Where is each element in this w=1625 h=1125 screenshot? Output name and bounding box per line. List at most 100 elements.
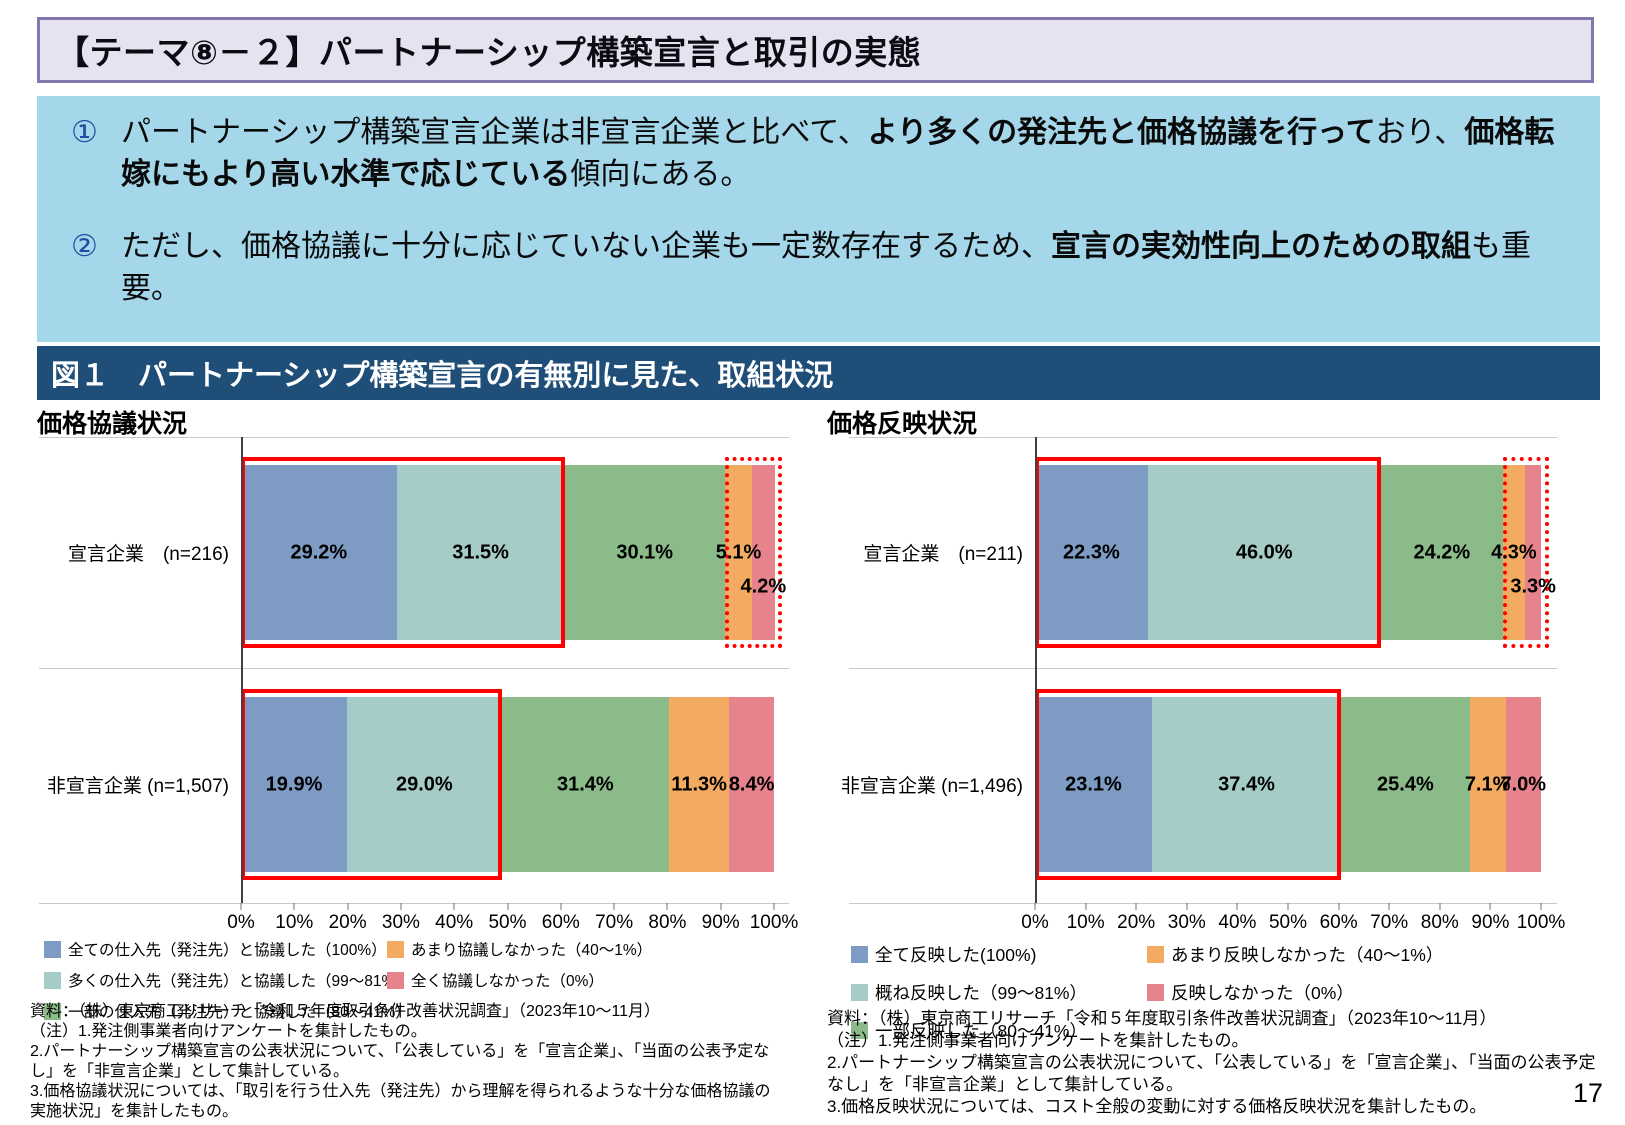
tick-label: 80%: [648, 912, 687, 933]
bar-segment: [1503, 465, 1525, 640]
legend-swatch: [1147, 946, 1164, 963]
row-label-declared: 宣言企業 (n=216): [67, 544, 229, 565]
legend-item: あまり反映しなかった（40～1%）: [1147, 942, 1443, 967]
tick-label: 60%: [1319, 912, 1358, 933]
chart-subtitle-reflection: 価格反映状況: [827, 410, 978, 438]
bar-value-label: 37.4%: [1218, 773, 1275, 795]
legend-swatch: [44, 971, 61, 989]
emphasis-box-dotted: [724, 457, 782, 648]
legend-swatch: [44, 1002, 61, 1020]
bar-segment: [396, 465, 565, 640]
tick-label: 50%: [1268, 912, 1308, 933]
bar-segment: [1035, 697, 1152, 872]
bar-segment: [1341, 697, 1470, 872]
note-line: 3.価格反映状況については、コスト全般の変動に対する価格反映状況を集計したもの。: [827, 1097, 1487, 1116]
gridline: [849, 437, 1557, 438]
legend-item: 多くの仕入先（発注先）と協議した（99～81%）: [44, 969, 411, 991]
tick-mark: [1186, 903, 1188, 910]
note-line: 3.価格協議状況については、「取引を行う仕入先（発注先）から理解を得られるような…: [30, 1083, 771, 1120]
bar-segment: [1147, 465, 1381, 640]
emphasis-box-solid: [1035, 689, 1342, 880]
gridline: [849, 668, 1557, 669]
legend-reflection: 全て反映した(100%) 概ね反映した（99～81%） 一部反映した（80～41…: [851, 942, 1443, 1043]
tick-mark: [507, 903, 508, 910]
legend-swatch: [387, 971, 404, 989]
tick-mark: [560, 903, 562, 910]
legend-swatch: [1147, 984, 1164, 1001]
tick-mark: [1338, 903, 1340, 910]
bar-segment: [501, 697, 669, 872]
legend-label: 全ての仕入先（発注先）と協議した（100%）: [68, 942, 387, 959]
bar-value-label: 23.1%: [1065, 773, 1122, 795]
bar-value-label: 22.3%: [1063, 541, 1120, 563]
bar-row-declared: 22.3% 46.0% 24.2% 4.3% 3.3%: [1035, 457, 1556, 648]
tick-mark: [1034, 903, 1036, 910]
bar-row-undeclared: 19.9% 29.0% 31.4% 11.3% 8.4%: [241, 689, 774, 880]
gridline: [39, 903, 789, 904]
legend-item: 全て反映した(100%): [851, 942, 1147, 967]
tick-label: 40%: [435, 912, 474, 933]
tick-mark: [720, 903, 722, 910]
row-label-declared: 宣言企業 (n=211): [863, 544, 1023, 565]
bar-segment: [241, 697, 348, 872]
bar-value-label: 24.2%: [1413, 541, 1471, 563]
tick-label: 30%: [381, 912, 420, 933]
tick-label: 90%: [701, 912, 740, 933]
page-number: 17: [1572, 1078, 1603, 1108]
bar-value-label: 19.9%: [265, 773, 323, 795]
legend-swatch: [851, 946, 868, 963]
legend-swatch: [851, 1022, 868, 1039]
tick-mark: [1287, 903, 1289, 910]
legend-item: 一部の仕入先（発注先）と協議した（80～41%）: [44, 1000, 411, 1022]
bar-value-label: 5.1%: [715, 541, 762, 563]
x-axis-ticks: 0% 10% 20% 30% 40% 50% 60% 70% 80% 90% 100%: [227, 903, 798, 943]
bar-segment: [1035, 465, 1148, 640]
summary-point-2-text: ただし、価格協議に十分に応じていない企業も一定数存在するため、宣言の実効性向上の…: [121, 230, 1531, 305]
row-label-undeclared: 非宣言企業 (n=1,507): [46, 776, 229, 797]
legend-label: あまり反映しなかった（40～1%）: [1171, 945, 1444, 965]
legend-label: 一部反映した（80～41%）: [875, 1021, 1087, 1041]
source-notes-reflection: 資料：（株）東京商工リサーチ「令和５年度取引条件改善状況調査」（2023年10～…: [827, 1008, 1597, 1118]
circled-number-2: ②: [71, 230, 98, 263]
bar-segment: [729, 697, 774, 872]
tick-mark: [1236, 903, 1238, 910]
summary-point-2: ② ただし、価格協議に十分に応じていない企業も一定数存在するため、宣言の実効性向…: [37, 226, 1570, 310]
bar-segment: [752, 465, 775, 640]
bar-value-label: 29.2%: [290, 541, 348, 563]
tick-mark: [400, 903, 402, 910]
legend-label: 一部の仕入先（発注先）と協議した（80～41%）: [68, 1004, 411, 1021]
bar-value-label: 31.4%: [556, 773, 614, 795]
bar-value-label: 4.2%: [740, 575, 787, 597]
summary-box: ① パートナーシップ構築宣言企業は非宣言企業と比べて、より多くの発注先と価格協議…: [37, 96, 1600, 342]
circled-number-1: ①: [71, 116, 98, 149]
bar-value-label: 31.5%: [452, 541, 509, 563]
tick-mark: [613, 903, 615, 910]
bar-segment: [1380, 465, 1504, 640]
legend-label: 反映しなかった（0%）: [1171, 983, 1354, 1003]
price-negotiation-chart: 宣言企業 (n=216) 非宣言企業 (n=1,507) 29.2% 31.5%…: [39, 437, 798, 933]
tick-mark: [1135, 903, 1137, 910]
legend-label: 全く協議しなかった（0%）: [411, 973, 604, 990]
x-axis-ticks: 0% 10% 20% 30% 40% 50% 60% 70% 80% 90% 100%: [1021, 903, 1565, 943]
tick-mark: [1540, 903, 1542, 910]
legend-item: 一部反映した（80～41%）: [851, 1018, 1147, 1043]
note-line: 2.パートナーシップ構築宣言の公表状況について、「公表している」を「宣言企業」、…: [30, 1043, 770, 1080]
legend-label: 多くの仕入先（発注先）と協議した（99～81%）: [68, 973, 411, 990]
summary-point-1-text: パートナーシップ構築宣言企業は非宣言企業と比べて、より多くの発注先と価格協議を行…: [121, 116, 1555, 191]
tick-mark: [293, 903, 295, 910]
bar-value-label: 46.0%: [1235, 541, 1293, 563]
tick-label: 20%: [328, 912, 367, 933]
bar-row-declared: 29.2% 31.5% 30.1% 5.1% 4.2%: [241, 457, 786, 648]
figure-title-bar: 図１ パートナーシップ構築宣言の有無別に見た、取組状況: [37, 346, 1600, 400]
legend-swatch: [851, 984, 868, 1001]
tick-label: 100%: [749, 912, 799, 933]
price-reflection-chart: 宣言企業 (n=211) 非宣言企業 (n=1,496) 22.3% 46.0%…: [841, 437, 1565, 933]
note-line: （注）1.発注側事業者向けアンケートを集計したもの。: [30, 1023, 427, 1040]
note-line: 2.パートナーシップ構築宣言の公表状況について、「公表している」を「宣言企業」、…: [827, 1053, 1596, 1094]
legend-item: 概ね反映した（99～81%）: [851, 980, 1147, 1005]
tick-label: 60%: [541, 912, 580, 933]
tick-mark: [347, 903, 349, 910]
tick-label: 70%: [595, 912, 634, 933]
tick-mark: [666, 903, 668, 910]
chart-subtitle-negotiation: 価格協議状況: [37, 410, 188, 438]
